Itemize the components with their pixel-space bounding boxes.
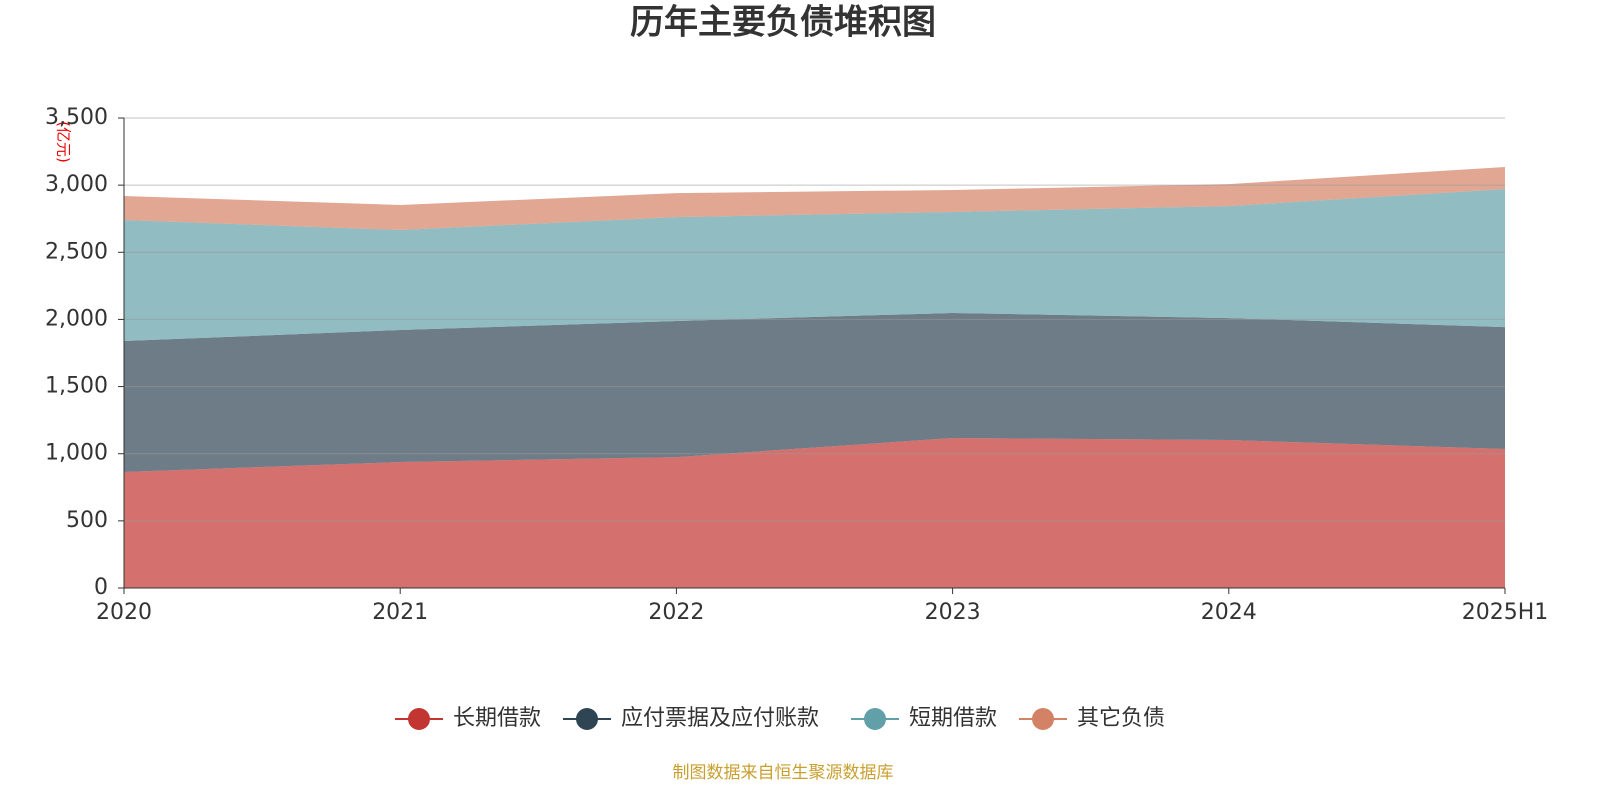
y-unit: (亿元) (55, 121, 73, 163)
y-tick-label: 0 (94, 575, 108, 600)
y-tick-label: 1,000 (45, 441, 108, 466)
y-tick-label: 1,500 (45, 374, 108, 399)
grid (124, 117, 1505, 522)
y-tick-label: 2,500 (45, 239, 108, 264)
y-tick-label: 3,500 (45, 105, 108, 130)
legend: 长期借款 应付票据及应付账款 短期借款 其它负债 (395, 706, 1165, 731)
legend-label: 应付票据及应付账款 (621, 706, 819, 731)
chart-title: 历年主要负债堆积图 (630, 3, 936, 43)
y-tick-label: 3,000 (45, 172, 108, 197)
area (124, 167, 1505, 230)
x-tick-label: 2023 (925, 600, 981, 625)
y-tick-label: 2,000 (45, 306, 108, 331)
x-tick-label: 2025H1 (1462, 600, 1549, 625)
areas (124, 167, 1505, 588)
area (124, 189, 1505, 342)
legend-label: 长期借款 (453, 706, 541, 731)
source-note: 制图数据来自恒生聚源数据库 (673, 763, 894, 783)
area (124, 438, 1505, 588)
area (124, 312, 1505, 472)
x-tick-label: 2021 (372, 600, 428, 625)
x-tick-label: 2022 (648, 600, 704, 625)
x-tick-label: 2024 (1201, 600, 1257, 625)
legend-marker (864, 708, 886, 730)
x-tick-label: 2020 (96, 600, 152, 625)
y-tick-label: 500 (66, 508, 108, 533)
legend-marker (1032, 708, 1054, 730)
legend-marker (408, 708, 430, 730)
legend-marker (576, 708, 598, 730)
legend-label: 短期借款 (909, 706, 997, 731)
legend-label: 其它负债 (1077, 706, 1165, 731)
